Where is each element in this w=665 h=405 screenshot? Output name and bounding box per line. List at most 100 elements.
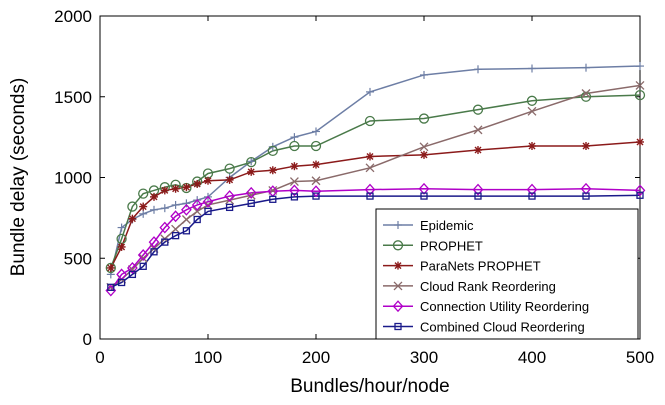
data-point — [204, 176, 212, 185]
data-point — [312, 160, 320, 169]
legend-marker — [394, 221, 402, 229]
data-point — [160, 204, 169, 213]
data-point — [634, 184, 646, 197]
y-tick-label: 500 — [64, 249, 92, 268]
data-point — [420, 192, 428, 200]
data-point — [128, 214, 137, 223]
data-point — [106, 263, 115, 272]
legend-box — [375, 208, 639, 340]
data-point — [139, 209, 148, 218]
data-point — [181, 203, 192, 216]
x-tick-label: 0 — [95, 348, 104, 367]
data-point — [107, 283, 115, 291]
legend-marker — [394, 322, 402, 331]
data-point — [117, 242, 126, 251]
y-tick-label: 1000 — [54, 169, 92, 188]
data-point — [289, 184, 300, 197]
data-point — [139, 202, 148, 211]
data-point — [182, 227, 191, 235]
data-point — [289, 140, 300, 152]
data-point — [117, 223, 126, 232]
legend-marker — [393, 281, 403, 291]
data-point — [418, 113, 430, 124]
data-point — [418, 182, 430, 195]
data-point — [161, 238, 169, 246]
y-tick-label: 1500 — [54, 88, 92, 107]
data-point — [634, 89, 646, 101]
data-point — [193, 179, 202, 188]
data-point — [474, 192, 482, 200]
data-point — [528, 192, 536, 200]
data-point — [582, 142, 590, 151]
data-point — [290, 162, 299, 171]
legend: Epidemic PROPHET ParaNets PROPHET Cloud Ran… — [375, 208, 639, 340]
x-tick-label: 300 — [410, 348, 438, 367]
data-point — [581, 89, 591, 98]
data-point — [582, 63, 590, 72]
data-point — [366, 87, 374, 96]
data-point — [138, 188, 149, 199]
legend-item: ParaNets PROPHET — [383, 259, 541, 274]
series-line-5 — [110, 188, 641, 291]
legend-label: ParaNets PROPHET — [420, 259, 541, 274]
data-point — [366, 192, 374, 200]
x-tick-label: 100 — [194, 348, 222, 367]
data-point — [139, 262, 147, 270]
data-point — [247, 157, 256, 166]
data-point — [365, 163, 375, 173]
data-point — [171, 231, 180, 240]
data-point — [204, 207, 212, 216]
data-point — [170, 210, 181, 223]
data-point — [203, 200, 213, 210]
data-point — [192, 206, 202, 216]
data-point — [636, 191, 644, 199]
data-point — [472, 183, 484, 196]
data-point — [182, 199, 191, 208]
data-point — [127, 201, 138, 212]
data-point — [182, 183, 191, 192]
x-tick-label: 400 — [518, 348, 546, 367]
data-point — [181, 215, 191, 224]
data-point — [528, 64, 536, 73]
data-point — [366, 152, 374, 161]
legend-label: PROPHET — [420, 238, 483, 253]
data-point — [150, 192, 158, 201]
data-point — [128, 270, 137, 279]
data-point — [474, 65, 482, 74]
legend-label: Epidemic — [420, 218, 474, 233]
data-point — [202, 195, 214, 208]
data-point — [193, 215, 201, 224]
legend-label: Connection Utility Reordering — [420, 299, 589, 314]
y-tick-label: 2000 — [54, 7, 92, 26]
legend-marker — [394, 261, 402, 270]
legend-item: Cloud Rank Reordering — [383, 279, 556, 294]
data-point — [247, 167, 256, 176]
y-tick-label: 0 — [83, 330, 92, 349]
data-point — [312, 192, 320, 200]
data-point — [268, 166, 277, 175]
legend-label: Cloud Rank Reordering — [420, 279, 556, 294]
data-point — [224, 190, 235, 203]
legend-label: Combined Cloud Reordering — [420, 320, 585, 335]
data-point — [526, 95, 538, 106]
data-point — [137, 249, 149, 261]
data-point — [191, 198, 203, 211]
data-point — [472, 104, 484, 115]
data-point — [474, 146, 482, 155]
data-point — [150, 205, 158, 214]
data-point — [420, 70, 428, 79]
data-point — [290, 133, 299, 142]
legend-item: Epidemic — [383, 218, 474, 233]
data-point — [290, 193, 299, 201]
data-point — [269, 195, 277, 203]
data-point — [580, 91, 592, 102]
data-point — [148, 236, 160, 249]
data-point — [636, 62, 644, 71]
legend-marker — [392, 300, 404, 313]
data-point — [171, 184, 180, 193]
legend-item: PROPHET — [383, 238, 483, 253]
data-point — [528, 142, 536, 151]
data-point — [225, 175, 234, 184]
legend-item: Combined Cloud Reordering — [383, 320, 585, 335]
data-point — [171, 224, 181, 234]
